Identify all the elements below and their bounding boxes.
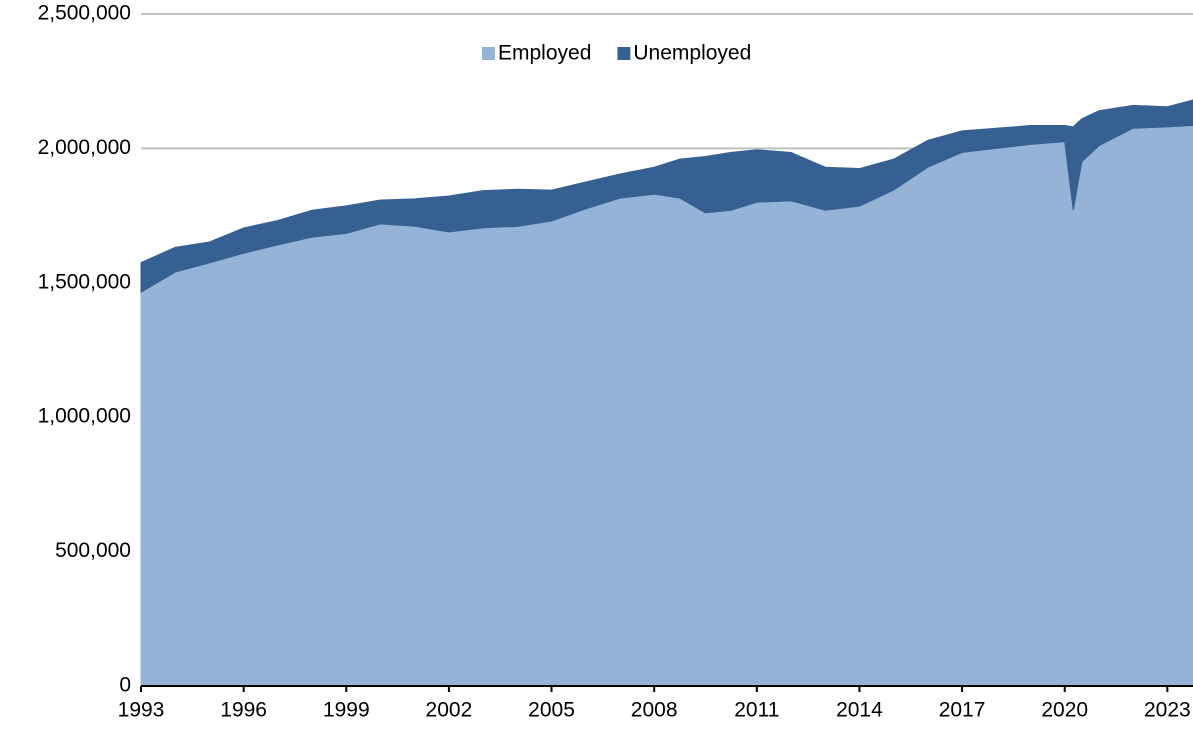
legend-swatch [482,47,495,60]
x-tick-label: 2002 [426,699,473,722]
x-tick-label: 2014 [836,699,883,722]
area [140,99,1193,294]
legend-label: Employed [498,42,591,65]
x-tick-label: 2011 [734,699,779,722]
x-tick-label: 1996 [220,699,267,722]
legend-label: Unemployed [633,42,751,65]
x-tick-label: 2017 [939,699,986,722]
area [140,125,1193,687]
y-tick-label: 2,500,000 [38,2,131,25]
y-tick-label: 1,500,000 [38,270,131,293]
y-tick-label: 1,000,000 [38,405,131,428]
x-tick-label: 2005 [528,699,575,722]
x-tick-label: 2020 [1041,699,1088,722]
y-tick-label: 0 [119,674,131,697]
legend-swatch [617,47,631,60]
y-tick-label: 500,000 [55,539,131,562]
x-tick-label: 2023 [1144,699,1191,722]
y-tick-label: 2,000,000 [38,136,131,159]
x-tick-label: 2008 [631,699,678,722]
x-tick-label: 1993 [118,699,165,722]
x-tick-label: 1999 [323,699,370,722]
